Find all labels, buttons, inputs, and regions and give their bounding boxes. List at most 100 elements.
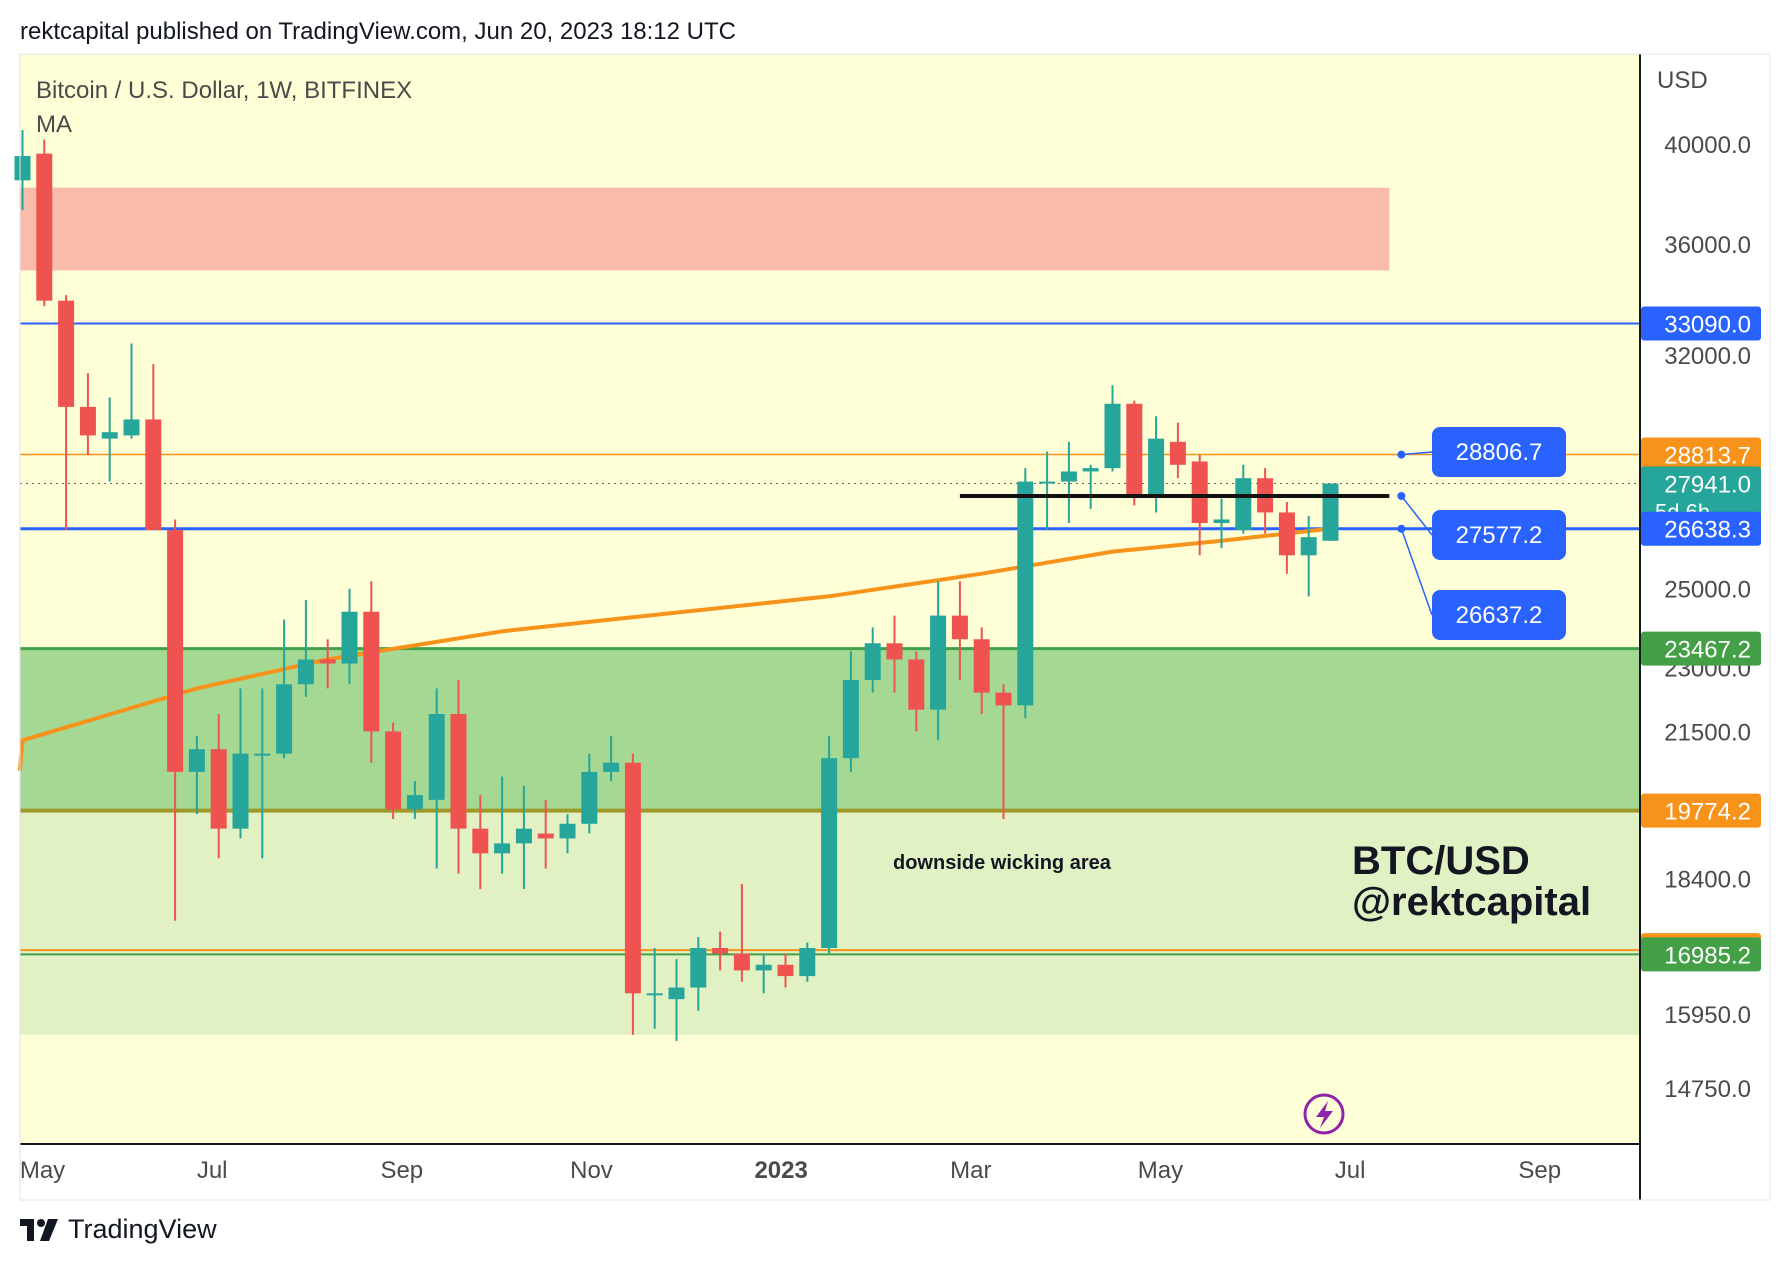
price-label-text: 33090.0 <box>1664 312 1751 339</box>
candle-body <box>36 153 53 301</box>
candle-body <box>559 823 576 839</box>
candle-body <box>58 300 75 407</box>
callout-box <box>1432 427 1566 477</box>
y-tick-label: 25000.0 <box>1664 577 1751 604</box>
candle-body <box>1213 519 1230 523</box>
price-label-box <box>1641 511 1761 546</box>
price-axis-panel <box>1640 54 1770 1200</box>
price-label-box <box>1641 466 1761 525</box>
candle-body <box>690 948 707 988</box>
candle-body <box>930 615 947 710</box>
callout-connector <box>1401 451 1433 456</box>
candle-body <box>188 749 205 772</box>
candle-body <box>755 964 772 971</box>
candle-body <box>1017 481 1034 706</box>
lightning-ring <box>1303 1093 1345 1135</box>
candle-body <box>123 419 140 436</box>
price-label-text: 19774.2 <box>1664 799 1751 826</box>
price-label-text: 23467.2 <box>1664 637 1751 664</box>
candle-body <box>1169 441 1186 465</box>
x-tick-label: May <box>20 1157 65 1184</box>
candle-body <box>428 713 445 800</box>
candle-body <box>973 639 990 693</box>
price-label-box <box>1641 937 1761 972</box>
candle-body <box>1126 403 1143 496</box>
y-tick-label: 18400.0 <box>1664 867 1751 894</box>
candle-body <box>1191 461 1208 523</box>
x-tick-label: May <box>1138 1157 1183 1184</box>
y-tick-label: 36000.0 <box>1664 232 1751 259</box>
candle-body <box>864 643 881 681</box>
footer: TradingView <box>20 1214 217 1245</box>
y-tick-label: 15950.0 <box>1664 1002 1751 1029</box>
callout-box <box>1432 510 1566 560</box>
candle-body <box>1039 481 1056 484</box>
price-label-box <box>1641 437 1761 472</box>
callout-anchor-dot <box>1397 450 1406 459</box>
callout-box <box>1432 590 1566 640</box>
candle-body <box>777 964 794 977</box>
candle-body <box>210 749 227 829</box>
chart-title: Bitcoin / U.S. Dollar, 1W, BITFINEX <box>36 77 412 104</box>
callout-label: 27577.2 <box>1456 522 1543 549</box>
candle-body <box>472 828 489 854</box>
price-label-text: 27941.0 <box>1664 472 1751 499</box>
moving-average-line <box>18 526 1333 772</box>
x-tick-label: Nov <box>570 1157 613 1184</box>
callout-connector <box>1400 495 1433 536</box>
candle-body <box>951 615 968 640</box>
price-label-box <box>1641 306 1761 341</box>
candle-body <box>515 828 532 844</box>
candle-body <box>821 758 838 949</box>
candle-body <box>363 611 380 732</box>
price-label-text: 26638.3 <box>1664 517 1751 544</box>
publish-line: rektcapital published on TradingView.com… <box>20 18 736 45</box>
candle-body <box>319 659 336 664</box>
candle-body <box>1060 471 1077 482</box>
price-label-box <box>1641 793 1761 828</box>
candle-body <box>1322 483 1339 541</box>
y-tick-label: 21500.0 <box>1664 719 1751 746</box>
candle-body <box>624 762 641 994</box>
time-axis-panel <box>20 1144 1640 1200</box>
candle-body <box>1278 512 1295 556</box>
callout-connector <box>1400 528 1433 616</box>
candle-body <box>842 680 859 759</box>
candle-body <box>232 753 249 829</box>
callout-label: 28806.7 <box>1456 439 1543 466</box>
candle-body <box>733 953 750 971</box>
x-tick-label: 2023 <box>754 1157 807 1184</box>
candle-body <box>101 432 118 439</box>
lightning-bolt-icon <box>1303 1093 1345 1135</box>
candle-body <box>995 692 1012 706</box>
tradingview-logo-icon[interactable] <box>20 1218 60 1241</box>
x-tick-label: Mar <box>950 1157 991 1184</box>
y-tick-label: 32000.0 <box>1664 343 1751 370</box>
candle-body <box>1300 537 1317 556</box>
callout-label: 26637.2 <box>1456 602 1543 629</box>
candle-body <box>450 713 467 829</box>
candle-body <box>799 948 816 977</box>
watermark-handle: @rektcapital <box>1352 880 1591 924</box>
candle-body <box>712 948 729 954</box>
candle-body <box>646 993 663 996</box>
candle-body <box>276 684 293 754</box>
price-label-box <box>1641 631 1761 666</box>
resistance-zone <box>20 187 1390 271</box>
candle-body <box>886 643 903 660</box>
currency-label: USD <box>1657 67 1708 94</box>
price-label-text: 28813.7 <box>1664 442 1751 469</box>
chart-outline <box>19 53 1771 1201</box>
candle-body <box>145 419 162 531</box>
y-tick-label: 14750.0 <box>1664 1076 1751 1103</box>
footer-brand: TradingView <box>68 1214 217 1244</box>
x-tick-label: Jul <box>1335 1157 1366 1184</box>
x-tick-label: Jul <box>197 1157 228 1184</box>
candle-body <box>254 753 271 756</box>
candle-body <box>908 659 925 710</box>
indicator-label: MA <box>36 111 72 138</box>
candle-body <box>79 406 96 436</box>
y-tick-label: 40000.0 <box>1664 132 1751 159</box>
callout-anchor-dot <box>1397 491 1406 500</box>
